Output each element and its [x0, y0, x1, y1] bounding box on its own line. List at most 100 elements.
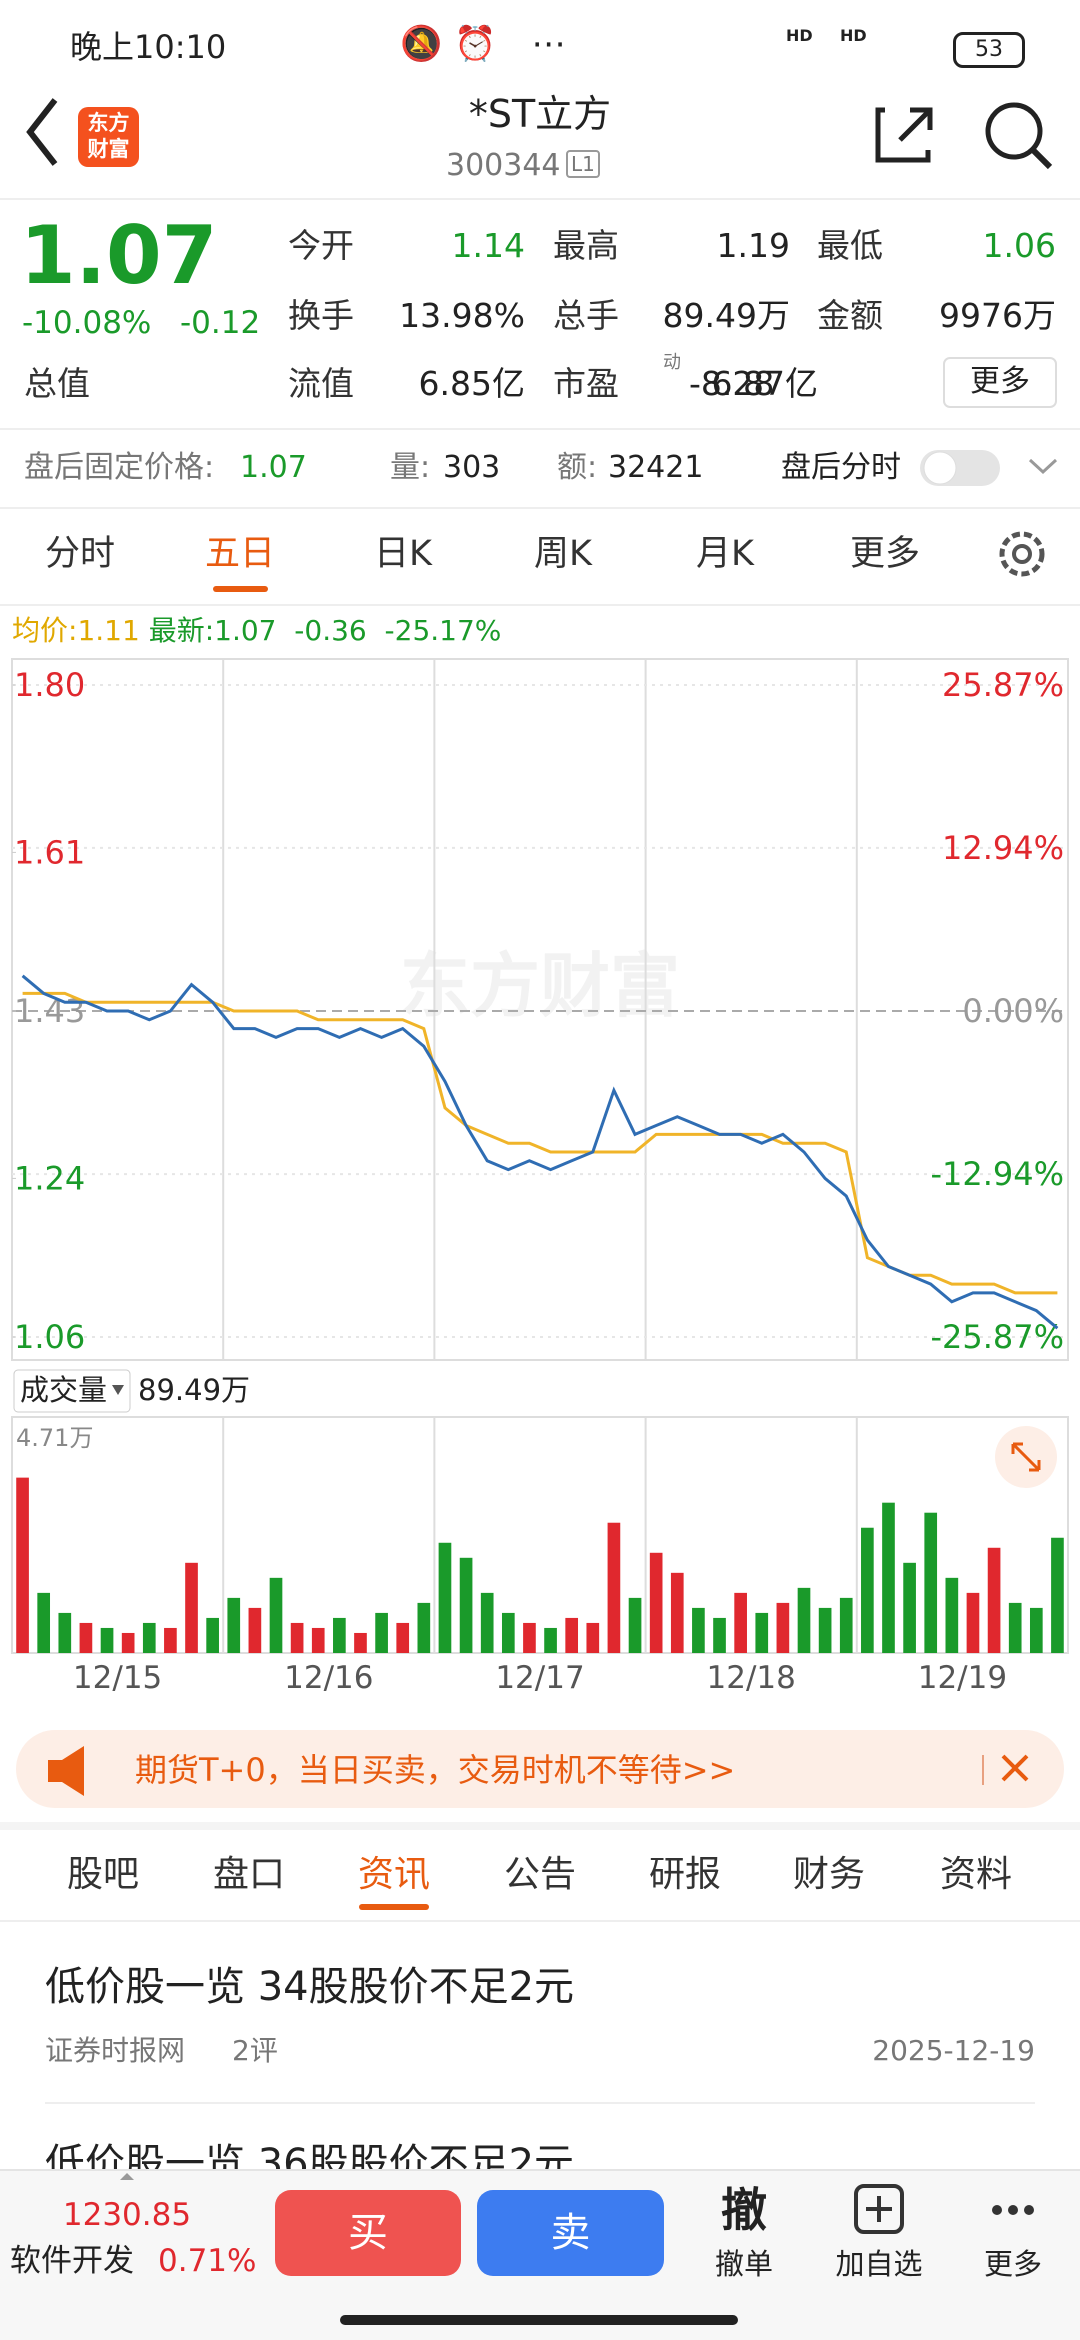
- price-line: [21, 974, 1059, 1330]
- volume-max-label: 4.71万: [16, 1424, 93, 1452]
- buy-button[interactable]: [275, 2190, 461, 2276]
- logo-line: 财富: [87, 137, 130, 161]
- volume-bar: [987, 1547, 1001, 1653]
- last-label: 最新:: [148, 614, 215, 647]
- chevron[interactable]: [1028, 458, 1058, 475]
- volume-bar: [776, 1602, 790, 1653]
- volume-bar: [164, 1627, 177, 1653]
- x-tick-label: 12/15: [73, 1660, 162, 1696]
- more-button-label[interactable]: 更多: [970, 364, 1030, 399]
- field-label: 今开: [288, 226, 354, 265]
- period-tab[interactable]: 五日: [204, 534, 275, 574]
- volume-bar: [924, 1512, 938, 1653]
- more-label[interactable]: 更多: [983, 2247, 1042, 2281]
- volume-bar: [37, 1592, 51, 1653]
- period-tab[interactable]: 日K: [374, 534, 432, 574]
- amount-label: 额:: [557, 450, 598, 485]
- cancel-icon[interactable]: 撤: [721, 2183, 767, 2237]
- back-icon[interactable]: [26, 98, 58, 166]
- field-label: 最低: [817, 226, 883, 265]
- add-watch-icon[interactable]: [854, 2184, 904, 2234]
- news-tab[interactable]: 研报: [648, 1854, 721, 1895]
- volume-bar: [670, 1572, 684, 1653]
- volume-header-label[interactable]: 成交量: [20, 1373, 108, 1407]
- battery: 53: [953, 32, 1025, 68]
- volume-header-value: 89.49万: [138, 1373, 251, 1407]
- watch-label[interactable]: 加自选: [835, 2247, 923, 2281]
- change-pct: -10.08%: [22, 305, 152, 341]
- volume-bar: [966, 1592, 980, 1653]
- dot: [1008, 2205, 1018, 2215]
- average-line: [22, 991, 1058, 1295]
- change: -0.12: [180, 305, 261, 341]
- period-tab[interactable]: 分时: [44, 534, 115, 574]
- field-value: 1.19: [716, 226, 790, 265]
- field-label: 换手: [288, 296, 354, 335]
- volume-bar: [354, 1632, 367, 1653]
- volume-bar: [269, 1577, 283, 1653]
- news-tab[interactable]: 股吧: [66, 1854, 139, 1895]
- status-icons: 🔕⏰ ⋯: [400, 24, 578, 64]
- y-tick-label: 1.24: [14, 1159, 85, 1197]
- volume-bar: [1008, 1602, 1022, 1653]
- news-tab[interactable]: 盘口: [212, 1854, 285, 1895]
- buy-label[interactable]: 买: [348, 2210, 388, 2256]
- news-comments: 2评: [232, 2034, 278, 2067]
- news-tab[interactable]: 公告: [503, 1854, 576, 1895]
- x-tick-label: 12/18: [707, 1660, 796, 1696]
- field-value: 89.49万: [662, 296, 790, 335]
- news-tab[interactable]: 财务: [792, 1854, 865, 1895]
- index-value[interactable]: 1230.85: [62, 2197, 192, 2233]
- tab-underline: [213, 586, 268, 592]
- close-icon[interactable]: [1001, 1754, 1029, 1782]
- divider: [0, 1920, 1080, 1922]
- last-value: 1.07: [214, 614, 277, 647]
- expand-arrows: [1011, 1442, 1041, 1472]
- plus: [866, 2196, 892, 2222]
- field-value: 9976万: [939, 296, 1056, 335]
- news-clip: 低价股一览 36股股价不足2元: [45, 2140, 1045, 2169]
- banner-bg[interactable]: [16, 1730, 1064, 1808]
- stock-code: 300344: [446, 148, 561, 183]
- field-value: -8.28: [689, 364, 775, 403]
- period-tab[interactable]: 周K: [534, 534, 592, 574]
- news-title[interactable]: 低价股一览 36股股价不足2元: [45, 2141, 575, 2169]
- volume-bar: [586, 1622, 600, 1653]
- volume-bar: [649, 1552, 663, 1653]
- period-tab[interactable]: 更多: [849, 534, 920, 574]
- field-value: 1.06: [982, 226, 1056, 265]
- field-label: 最高: [553, 226, 619, 265]
- news-title[interactable]: 低价股一览 34股股价不足2元: [45, 1964, 575, 2010]
- volume-bar: [861, 1527, 874, 1653]
- volume-bar: [797, 1587, 811, 1653]
- field-value: 13.98%: [399, 296, 525, 335]
- banner-text[interactable]: 期货T+0，当日买卖，交易时机不等待>>: [135, 1751, 736, 1789]
- volume-selector[interactable]: [13, 1369, 131, 1413]
- volume-bar: [185, 1562, 198, 1653]
- volume-bar: [839, 1597, 853, 1653]
- y2-tick-label: -12.94%: [930, 1155, 1064, 1193]
- sell-label[interactable]: 卖: [550, 2210, 591, 2256]
- up-caret: [120, 2173, 134, 2180]
- volume-bar: [227, 1597, 241, 1653]
- y-tick-label: 1.61: [14, 833, 85, 871]
- news-tab[interactable]: 资料: [939, 1854, 1012, 1895]
- field-label: 总手: [553, 296, 619, 335]
- sell-button[interactable]: [477, 2190, 664, 2276]
- search-icon-handle: [1030, 147, 1053, 170]
- news-tab[interactable]: 资讯: [357, 1854, 430, 1895]
- settings-icon[interactable]: [999, 531, 1045, 577]
- search-icon[interactable]: [985, 102, 1043, 160]
- more-button[interactable]: [943, 357, 1057, 408]
- period-tab[interactable]: 月K: [696, 534, 754, 574]
- section-gap: [0, 1822, 1080, 1830]
- share-icon[interactable]: [875, 107, 933, 163]
- volume-bar: [692, 1607, 705, 1653]
- volume-bar: [480, 1592, 494, 1653]
- cancel-label[interactable]: 撤单: [714, 2247, 773, 2281]
- signal-label: HD: [840, 26, 867, 45]
- y2-tick-label: 12.94%: [942, 829, 1064, 867]
- sector-name[interactable]: 软件开发: [10, 2243, 134, 2279]
- level-badge: L1: [566, 150, 600, 178]
